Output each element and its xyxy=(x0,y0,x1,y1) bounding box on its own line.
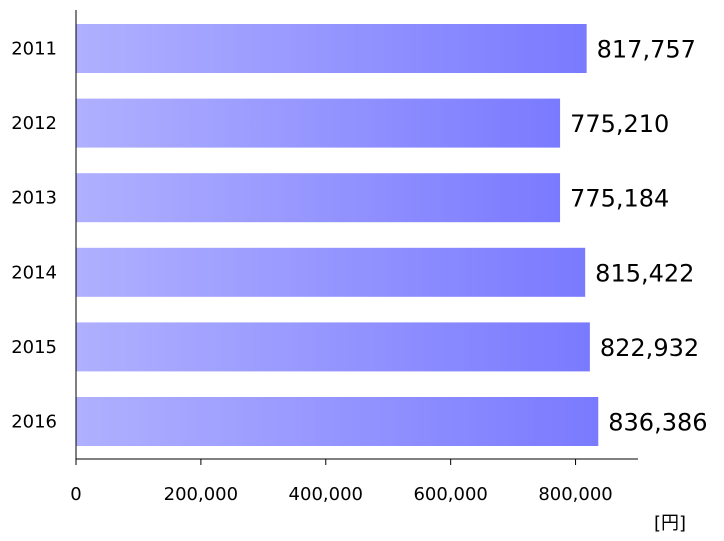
x-ticks: 0 200,000 400,000 600,000 800,000 xyxy=(70,459,613,505)
bars-group xyxy=(76,24,599,446)
data-labels: 817,757 775,210 775,184 815,422 822,932 836,3… xyxy=(570,36,707,437)
x-tick-label: 400,000 xyxy=(289,484,363,505)
category-label-2011: 2011 xyxy=(11,39,57,60)
data-label-2014: 815,422 xyxy=(595,259,694,287)
data-label-2016: 836,386 xyxy=(608,409,707,437)
x-tick-label: 800,000 xyxy=(538,484,612,505)
axes xyxy=(75,10,638,460)
category-label-2012: 2012 xyxy=(11,113,57,134)
bar-2011 xyxy=(76,24,587,73)
unit-label: [円] xyxy=(654,513,686,534)
x-tick-label: 200,000 xyxy=(164,484,238,505)
bar-2014 xyxy=(76,247,586,297)
data-label-2012: 775,210 xyxy=(570,110,669,138)
data-label-2013: 775,184 xyxy=(570,185,669,213)
bar-2013 xyxy=(76,173,561,223)
category-label-2014: 2014 xyxy=(11,262,57,283)
bar-2016 xyxy=(76,397,599,446)
data-label-2015: 822,932 xyxy=(600,334,699,362)
data-label-2011: 817,757 xyxy=(597,36,696,64)
category-label-2016: 2016 xyxy=(11,412,57,433)
x-tick-label: 600,000 xyxy=(413,484,487,505)
bar-2012 xyxy=(76,98,561,148)
category-label-2015: 2015 xyxy=(11,337,57,358)
category-labels: 2011 2012 2013 2014 2015 2016 xyxy=(11,39,57,433)
x-tick-label: 0 xyxy=(70,484,81,505)
bar-2015 xyxy=(76,322,590,372)
category-label-2013: 2013 xyxy=(11,188,57,209)
